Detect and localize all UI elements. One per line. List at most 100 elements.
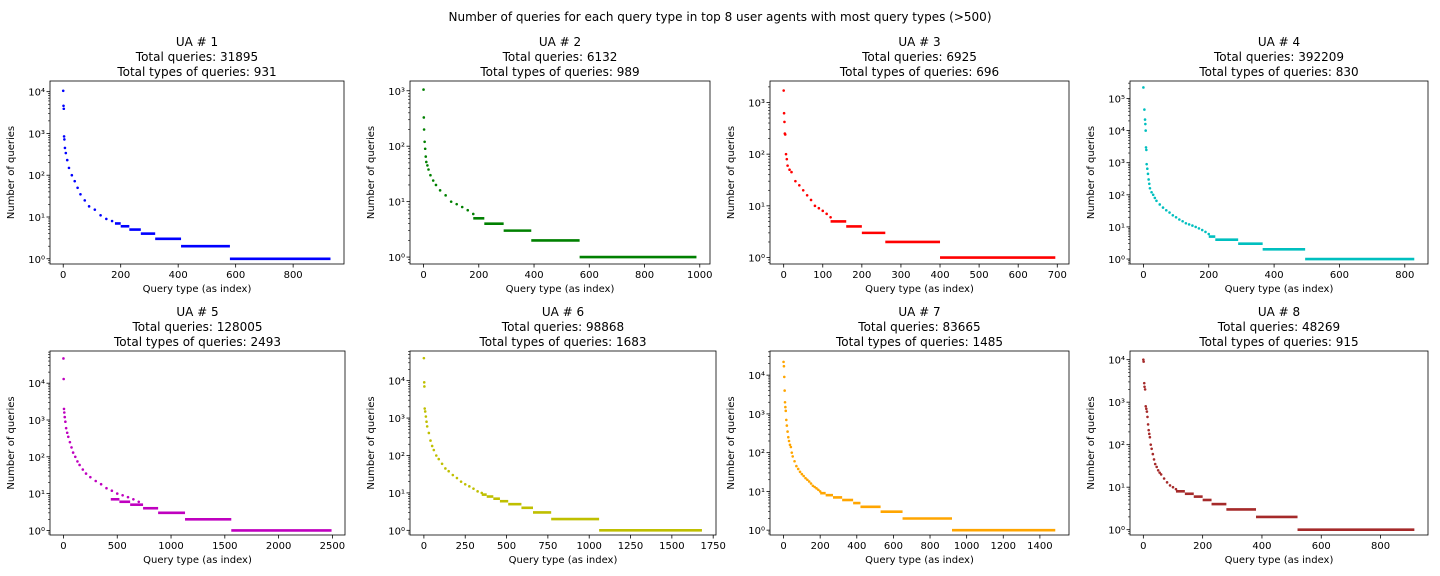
y-tick-label: 10¹ [1108, 483, 1125, 494]
data-point [782, 111, 786, 115]
data-point [105, 486, 108, 490]
x-axis-label: Query type (as index) [865, 555, 974, 566]
x-tick-label: 750 [538, 541, 557, 552]
data-point [1152, 458, 1156, 461]
data-point [81, 468, 85, 471]
data-point [795, 464, 798, 468]
y-tick-label: 10¹ [388, 489, 405, 500]
subplot-title-line: Total queries: 98868 [501, 320, 624, 334]
data-point [64, 420, 67, 423]
x-tick-label: 400 [847, 541, 866, 552]
y-tick-label: 10⁰ [28, 526, 45, 537]
x-tick-label: 600 [1330, 270, 1349, 281]
data-point [1143, 108, 1146, 111]
data-point [422, 116, 426, 119]
x-tick-label: 1500 [212, 541, 237, 552]
data-point [785, 424, 789, 427]
y-tick-label: 10⁴ [388, 377, 405, 388]
x-tick-label: 200 [1199, 270, 1218, 281]
y-tick-label: 10⁴ [748, 371, 765, 382]
data-series [61, 89, 331, 261]
y-tick-label: 10³ [1108, 398, 1125, 409]
x-tick-label: 0 [780, 541, 786, 552]
data-point [786, 430, 789, 433]
x-tick-label: 1400 [1027, 541, 1052, 552]
data-point [1171, 485, 1175, 489]
data-point [1194, 225, 1197, 229]
data-point [783, 120, 786, 124]
data-point [429, 439, 432, 442]
data-point [798, 183, 801, 187]
data-series [62, 357, 332, 532]
data-point [1146, 415, 1149, 419]
x-tick-label: 200 [469, 270, 488, 281]
y-tick-label: 10² [28, 171, 45, 182]
data-point [817, 206, 821, 210]
x-tick-label: 400 [524, 270, 543, 281]
y-tick-label: 10⁴ [1108, 127, 1125, 138]
data-point [62, 135, 66, 138]
x-tick-label: 200 [811, 541, 830, 552]
y-tick-label: 10³ [388, 87, 405, 98]
y-axis-label: Number of queries [366, 126, 377, 219]
x-tick-label: 0 [1140, 541, 1146, 552]
data-point [815, 487, 818, 490]
data-point [1153, 462, 1157, 466]
data-point [789, 445, 793, 449]
data-point [455, 476, 459, 480]
data-point [84, 472, 88, 475]
data-point [459, 480, 463, 483]
data-point [71, 451, 75, 454]
y-tick-label: 10² [748, 449, 765, 460]
subplot-title-line: UA # 3 [898, 35, 940, 49]
subplot-title-line: Total queries: 128005 [131, 320, 262, 334]
data-point [444, 467, 447, 470]
data-point [67, 166, 71, 170]
data-point [1200, 228, 1204, 232]
subplot-title-line: Total queries: 6925 [861, 50, 977, 64]
x-tick-label: 1000 [576, 541, 601, 552]
data-point [434, 454, 438, 457]
y-axis-label: Number of queries [726, 396, 737, 489]
data-point [425, 160, 428, 164]
data-point [425, 420, 428, 424]
x-axis-label: Query type (as index) [143, 284, 252, 295]
data-point [1168, 211, 1171, 214]
y-tick-label: 10⁴ [28, 379, 45, 390]
figure-title: Number of queries for each query type in… [448, 10, 992, 24]
subplot-title-line: Total types of queries: 989 [479, 65, 639, 79]
subplot-title-line: Total types of queries: 2493 [113, 335, 281, 349]
data-point [137, 500, 141, 504]
subplot-title-line: Total types of queries: 696 [839, 65, 999, 79]
data-point [787, 435, 790, 439]
data-point [440, 462, 444, 466]
data-point [1147, 432, 1151, 436]
data-point [809, 198, 813, 202]
x-tick-label: 200 [111, 270, 130, 281]
x-tick-label: 700 [1048, 270, 1067, 281]
x-tick-label: 0 [420, 270, 426, 281]
y-tick-label: 10³ [28, 416, 45, 427]
data-point [62, 107, 66, 111]
data-point [829, 216, 832, 219]
data-point [422, 356, 426, 360]
x-tick-label: 0 [60, 541, 66, 552]
data-point [1145, 407, 1148, 411]
data-point [94, 479, 98, 483]
x-tick-label: 1000 [687, 270, 712, 281]
data-point [800, 472, 804, 476]
x-tick-label: 1000 [954, 541, 979, 552]
data-point [64, 426, 68, 430]
data-point [121, 493, 124, 497]
x-axis-label: Query type (as index) [865, 284, 974, 295]
data-point [1150, 190, 1153, 194]
data-point [422, 381, 426, 384]
data-point [1142, 86, 1145, 89]
x-tick-label: 0 [1140, 270, 1146, 281]
x-axis-label: Query type (as index) [509, 555, 618, 566]
y-axis-label: Number of queries [6, 396, 17, 489]
data-point [66, 435, 70, 439]
data-point [451, 473, 455, 477]
x-axis-label: Query type (as index) [506, 284, 615, 295]
